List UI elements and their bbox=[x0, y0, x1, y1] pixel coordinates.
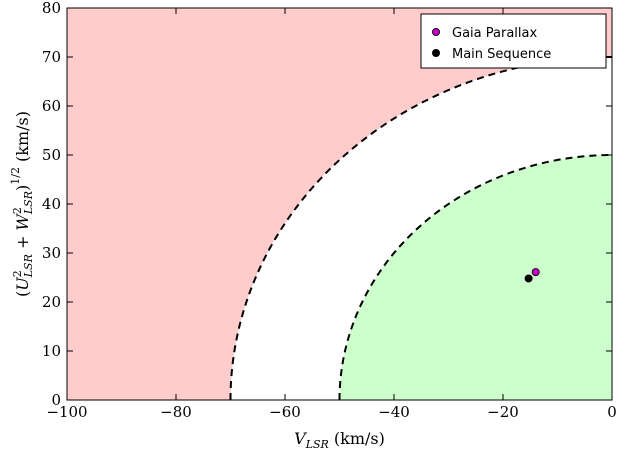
y-tick-label: 40 bbox=[42, 195, 61, 213]
legend-marker bbox=[431, 49, 440, 58]
legend: Gaia Parallax Main Sequence bbox=[420, 13, 607, 69]
x-tick-label: −20 bbox=[487, 403, 519, 421]
x-tick-label: −40 bbox=[378, 403, 410, 421]
axis-ticks: −100 −80 −60 −40 −20 0 0 10 20 30 40 50 60 70 80 bbox=[42, 0, 617, 421]
data-point bbox=[524, 274, 533, 283]
x-axis-label: VLSR (km/s) bbox=[294, 429, 385, 451]
data-points bbox=[524, 268, 540, 283]
y-axis-label: (U2LSR + W2LSR)1/2 (km/s) bbox=[9, 111, 35, 297]
x-tick-label: 0 bbox=[607, 403, 617, 421]
y-tick-label: 30 bbox=[42, 244, 61, 262]
data-point bbox=[531, 268, 540, 277]
legend-box bbox=[420, 13, 607, 69]
y-tick-label: 50 bbox=[42, 146, 61, 164]
y-tick-label: 10 bbox=[42, 342, 61, 360]
y-tick-label: 0 bbox=[51, 391, 61, 409]
legend-marker bbox=[431, 27, 440, 36]
y-tick-label: 60 bbox=[42, 97, 61, 115]
y-tick-label: 70 bbox=[42, 48, 61, 66]
x-tick-label: −80 bbox=[160, 403, 192, 421]
y-tick-label: 20 bbox=[42, 293, 61, 311]
x-tick-label: −60 bbox=[269, 403, 301, 421]
thin-disk-region bbox=[339, 155, 612, 400]
legend-label: Gaia Parallax bbox=[452, 26, 537, 41]
x-tick-label: −100 bbox=[46, 403, 87, 421]
inner-boundary-line bbox=[338, 154, 612, 400]
legend-label: Main Sequence bbox=[452, 47, 551, 62]
y-tick-label: 80 bbox=[42, 0, 61, 17]
